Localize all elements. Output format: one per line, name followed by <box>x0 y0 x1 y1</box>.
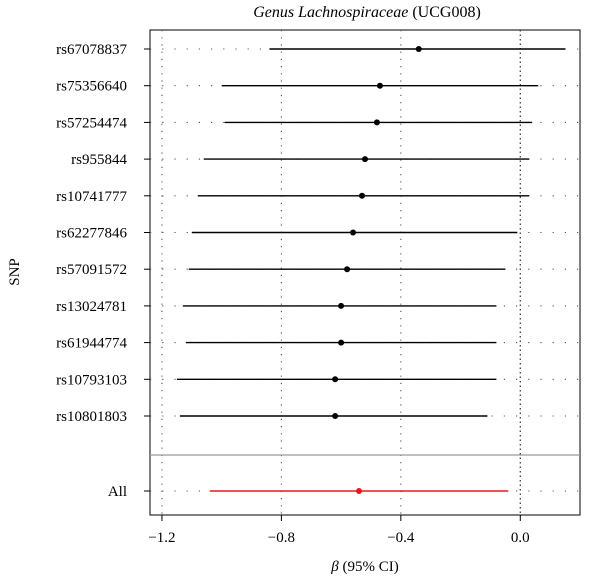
point-estimate-rs61944774 <box>338 339 345 346</box>
y-axis-label: SNP <box>7 258 23 286</box>
point-estimate-all <box>356 488 363 494</box>
y-tick-label-rs10793103: rs10793103 <box>56 372 127 388</box>
point-estimate-rs10741777 <box>359 192 366 199</box>
point-estimate-rs67078837 <box>415 46 422 52</box>
ci-lines <box>176 46 566 494</box>
point-estimate-rs75356640 <box>376 82 383 89</box>
y-tick-label-rs10741777: rs10741777 <box>56 189 127 205</box>
point-estimate-rs57091572 <box>344 266 351 273</box>
y-tick-label-rs10801803: rs10801803 <box>56 409 127 425</box>
grid-layer <box>150 30 580 515</box>
y-tick-label-rs13024781: rs13024781 <box>56 299 127 315</box>
y-tick-label-rs75356640: rs75356640 <box>56 79 127 95</box>
point-estimate-rs62277846 <box>350 229 357 236</box>
x-axis-label: β (95% CI) <box>330 559 398 575</box>
y-tick-label-rs57091572: rs57091572 <box>56 262 127 278</box>
point-estimate-rs10801803 <box>332 413 339 419</box>
point-estimate-rs57254474 <box>373 119 380 126</box>
x-tick-label: −1.2 <box>148 530 175 546</box>
y-tick-label-rs62277846: rs62277846 <box>56 226 127 242</box>
y-tick-label-rs67078837: rs67078837 <box>56 42 127 58</box>
y-tick-label-rs955844: rs955844 <box>71 152 127 168</box>
chart-title: Genus Lachnospiraceae (UCG008) <box>253 4 481 21</box>
x-tick-label: −0.4 <box>387 530 415 546</box>
point-estimate-rs13024781 <box>338 302 345 309</box>
y-tick-label-rs61944774: rs61944774 <box>56 336 127 352</box>
y-tick-label-all: All <box>108 484 127 500</box>
x-tick-label: 0.0 <box>511 530 530 546</box>
plot-frame <box>149 29 581 516</box>
y-tick-labels: rs67078837 rs75356640 rs57254474 rs955844 rs… <box>56 42 150 500</box>
x-tick-label: −0.8 <box>268 530 295 546</box>
point-estimate-rs955844 <box>362 156 368 163</box>
point-estimate-rs10793103 <box>332 376 339 383</box>
x-axis-ticks: −1.2 −0.8 −0.4 0.0 <box>148 515 530 546</box>
y-tick-label-rs57254474: rs57254474 <box>56 115 127 131</box>
